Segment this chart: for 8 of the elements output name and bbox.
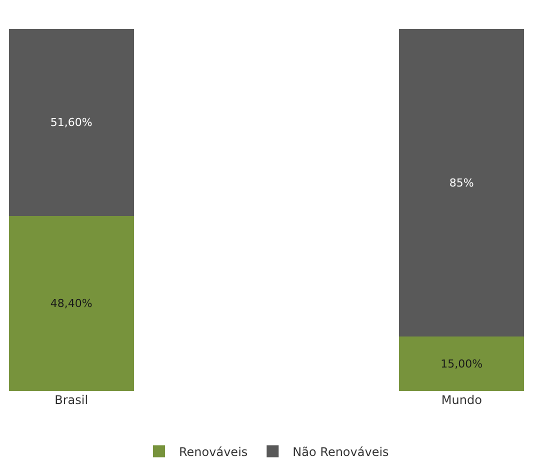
legend-label: Renováveis: [179, 444, 248, 459]
data-label: 48,40%: [50, 296, 92, 310]
data-label: 51,60%: [50, 116, 92, 129]
legend-label: Não Renováveis: [292, 444, 389, 459]
x-tick-label: Brasil: [54, 393, 88, 407]
data-label: 15,00%: [440, 357, 483, 370]
x-tick-label: Mundo: [441, 393, 482, 407]
data-label: 85%: [449, 176, 474, 190]
